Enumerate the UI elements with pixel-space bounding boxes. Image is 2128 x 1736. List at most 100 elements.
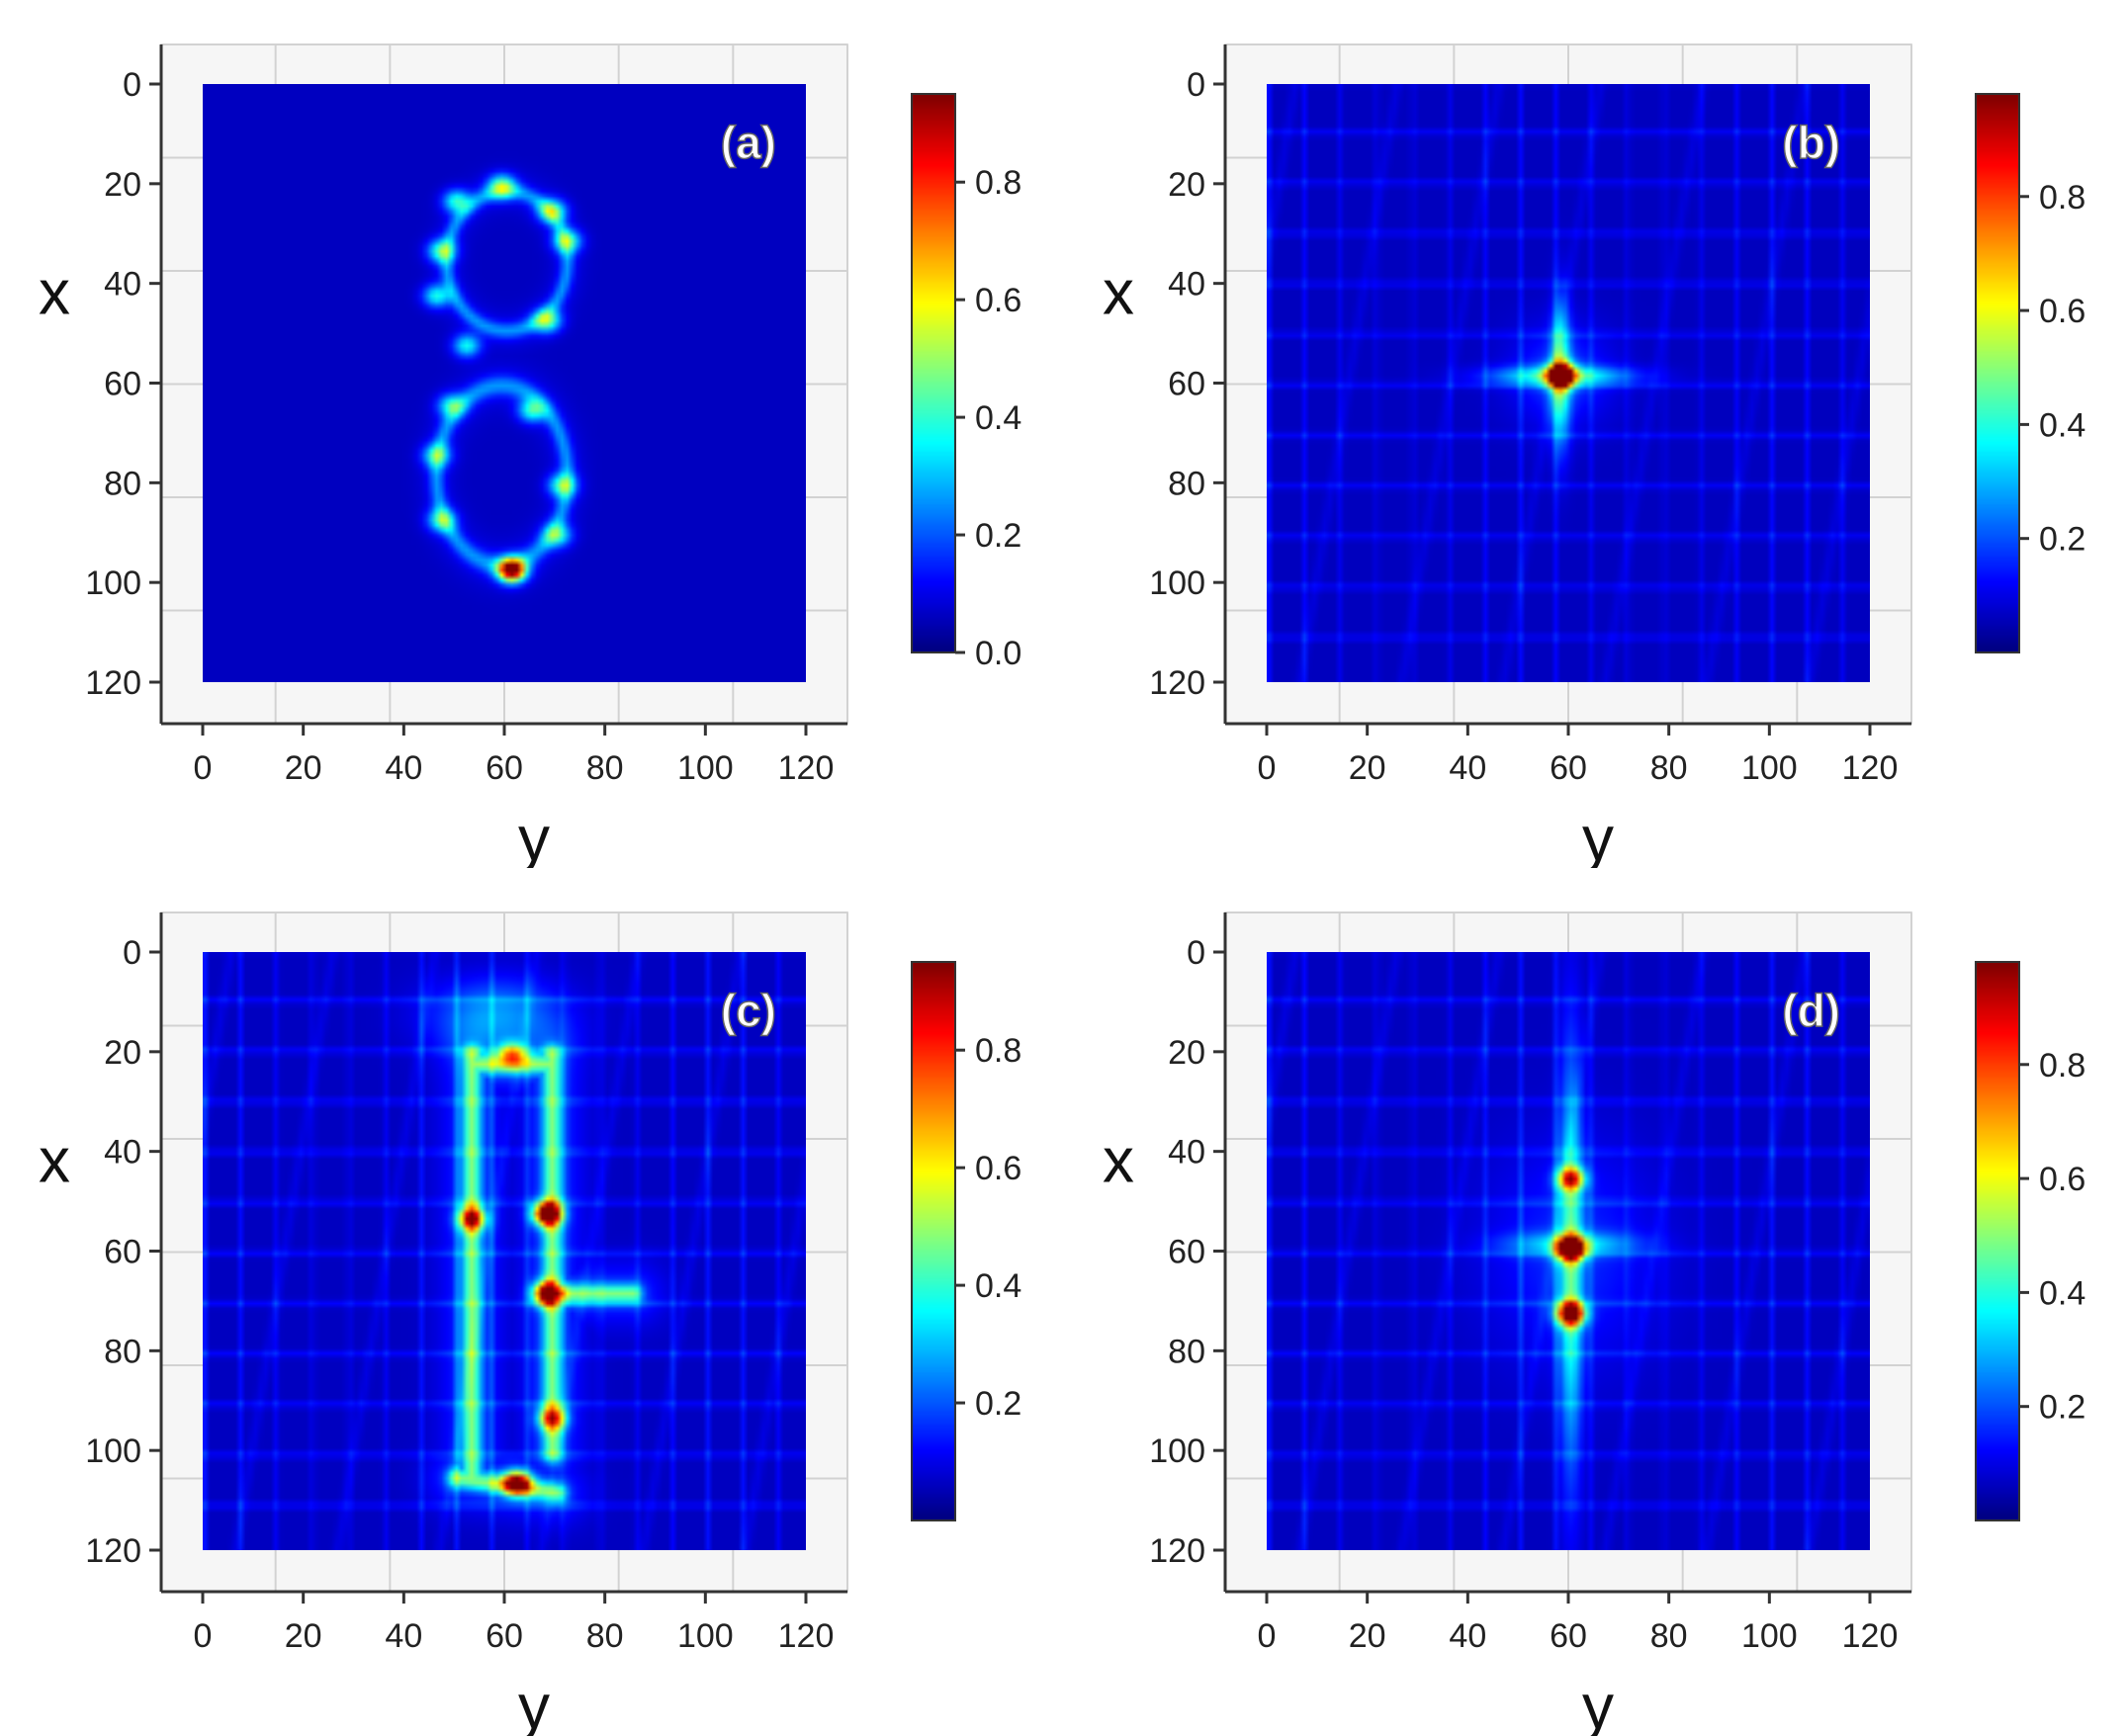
y-tick-label: 60 [1168,1234,1205,1271]
x-tick-label: 120 [778,749,835,787]
x-tick-label: 40 [1449,749,1486,787]
colorbar-tick-label: 0.8 [975,164,1021,202]
heatmap-image [1267,952,1870,1550]
y-tick-label: 80 [104,1333,141,1370]
y-tick-label: 0 [1187,934,1205,972]
heatmap-image [1267,84,1870,682]
colorbar-tick-label: 0.0 [975,635,1021,672]
y-tick-label: 100 [85,564,141,602]
x-tick-label: 80 [586,749,624,787]
x-tick-label: 120 [1842,1617,1899,1655]
heatmap-panel-a: 0 20 40 60 80 100 120 0 20 40 60 80 100 120 y x (a) 0.0 0.… [0,0,1064,868]
y-tick-label: 0 [123,934,141,972]
x-tick-label: 80 [1650,749,1688,787]
x-tick-label: 20 [285,1617,322,1655]
colorbar-tick-label: 0.2 [975,517,1021,555]
x-tick-label: 20 [285,749,322,787]
colorbar-tick-label: 0.6 [2039,1161,2085,1198]
x-tick-label: 0 [194,749,213,787]
heatmap-svg: 0 20 40 60 80 100 120 0 20 40 60 80 100 120 y x (c) 0.2 0.… [39,911,1021,1736]
y-tick-label: 40 [104,266,141,304]
y-tick-label: 80 [104,465,141,502]
colorbar-tick-label: 0.2 [975,1385,1021,1423]
heatmap-svg: 0 20 40 60 80 100 120 0 20 40 60 80 100 120 y x (a) 0.0 0.… [39,43,1021,868]
colorbar-tick-label: 0.8 [2039,179,2085,217]
colorbar-tick-label: 0.6 [975,1150,1021,1187]
y-tick-label: 0 [1187,66,1205,104]
y-tick-label: 20 [1168,1034,1205,1072]
colorbar-tick-label: 0.2 [2039,1389,2085,1427]
y-tick-label: 100 [85,1432,141,1470]
heatmap-panel-b: 0 20 40 60 80 100 120 0 20 40 60 80 100 120 y x (b) 0.2 0.… [1064,0,2128,868]
x-tick-label: 0 [1258,749,1277,787]
colorbar-frame [911,93,956,653]
y-tick-label: 100 [1149,1432,1205,1470]
x-tick-label: 100 [677,1617,734,1655]
y-tick-label: 40 [104,1134,141,1172]
y-tick-label: 80 [1168,1333,1205,1370]
colorbar-tick-label: 0.6 [2039,293,2085,330]
y-axis-label: x [1103,257,1134,328]
x-tick-label: 80 [586,1617,624,1655]
y-tick-label: 20 [104,166,141,204]
heatmap-svg: 0 20 40 60 80 100 120 0 20 40 60 80 100 120 y x (b) 0.2 0.… [1103,43,2085,868]
panel-label: (c) [721,985,776,1036]
y-tick-label: 60 [104,1234,141,1271]
x-tick-label: 60 [486,749,523,787]
y-tick-label: 0 [123,66,141,104]
colorbar-gradient [912,94,955,652]
x-tick-label: 0 [194,1617,213,1655]
colorbar-tick-label: 0.2 [2039,521,2085,559]
y-axis-label: x [39,1125,70,1196]
colorbar-frame [1975,961,2020,1521]
y-tick-label: 80 [1168,465,1205,502]
heatmap-svg: 0 20 40 60 80 100 120 0 20 40 60 80 100 120 y x (d) 0.2 0.… [1103,911,2085,1736]
y-tick-label: 20 [1168,166,1205,204]
colorbar-frame [911,961,956,1521]
y-tick-label: 120 [1149,1532,1205,1570]
y-tick-label: 120 [85,1532,141,1570]
colorbar-gradient [1976,94,2019,652]
x-tick-label: 40 [1449,1617,1486,1655]
y-tick-label: 40 [1168,266,1205,304]
colorbar-tick-label: 0.8 [2039,1047,2085,1085]
x-tick-label: 100 [1741,749,1798,787]
x-tick-label: 100 [677,749,734,787]
x-tick-label: 100 [1741,1617,1798,1655]
x-tick-label: 120 [1842,749,1899,787]
y-tick-label: 20 [104,1034,141,1072]
y-tick-label: 60 [1168,366,1205,403]
heatmap-image [203,952,806,1550]
x-axis-label: y [518,803,550,868]
x-tick-label: 0 [1258,1617,1277,1655]
y-tick-label: 120 [85,664,141,702]
panel-label: (d) [1782,985,1840,1036]
x-axis-label: y [1582,1671,1614,1736]
x-tick-label: 40 [385,749,422,787]
colorbar-tick-label: 0.4 [2039,1274,2085,1312]
colorbar-gradient [912,962,955,1520]
x-axis-label: y [518,1671,550,1736]
x-tick-label: 60 [486,1617,523,1655]
x-axis-label: y [1582,803,1614,868]
y-tick-label: 100 [1149,564,1205,602]
colorbar-tick-label: 0.8 [975,1032,1021,1070]
colorbar-frame [1975,93,2020,653]
panel-label: (a) [721,117,776,168]
heatmap-image [203,84,806,682]
heatmap-panel-d: 0 20 40 60 80 100 120 0 20 40 60 80 100 120 y x (d) 0.2 0.… [1064,868,2128,1736]
y-tick-label: 120 [1149,664,1205,702]
heatmap-panel-c: 0 20 40 60 80 100 120 0 20 40 60 80 100 120 y x (c) 0.2 0.… [0,868,1064,1736]
x-tick-label: 120 [778,1617,835,1655]
x-tick-label: 80 [1650,1617,1688,1655]
colorbar-gradient [1976,962,2019,1520]
x-tick-label: 40 [385,1617,422,1655]
y-axis-label: x [1103,1125,1134,1196]
y-tick-label: 60 [104,366,141,403]
panel-label: (b) [1782,117,1840,168]
x-tick-label: 20 [1349,749,1386,787]
x-tick-label: 60 [1550,1617,1587,1655]
y-axis-label: x [39,257,70,328]
x-tick-label: 20 [1349,1617,1386,1655]
